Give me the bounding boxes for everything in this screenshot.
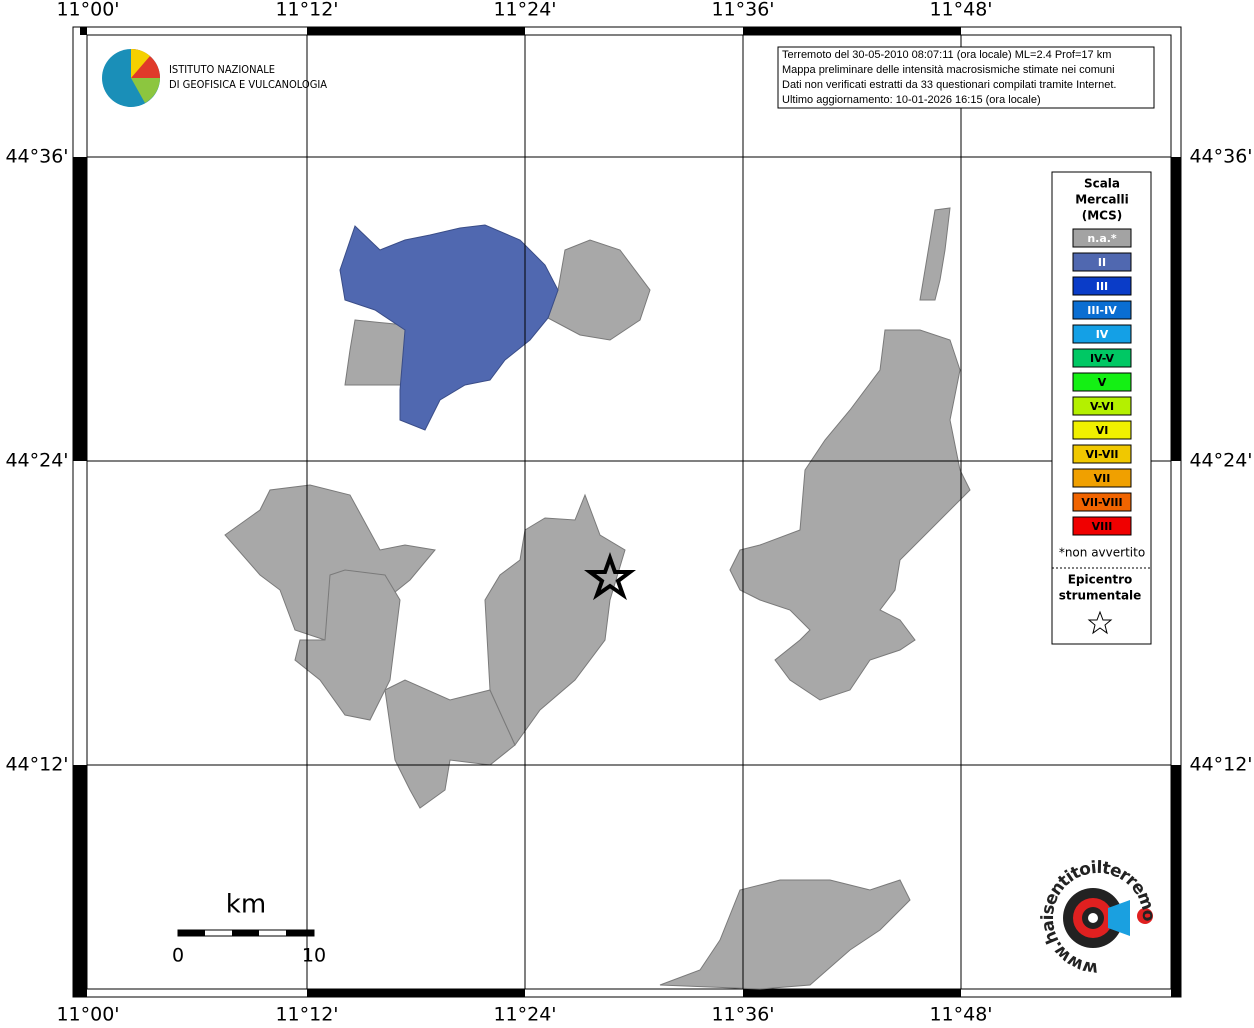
municipality bbox=[344, 319, 406, 386]
institute-name: ISTITUTO NAZIONALE bbox=[169, 63, 275, 76]
scale-unit: km bbox=[226, 890, 266, 920]
legend-label: II bbox=[1098, 256, 1106, 269]
lon-label: 11°12' bbox=[275, 1004, 338, 1025]
legend-title: Scala bbox=[1084, 177, 1120, 191]
legend-label: IV bbox=[1096, 328, 1109, 341]
institute-name: DI GEOFISICA E VULCANOLOGIA bbox=[169, 78, 327, 91]
municipality-intensity-ii bbox=[339, 224, 559, 431]
municipality bbox=[294, 569, 401, 721]
legend-epicenter: Epicentro bbox=[1068, 573, 1133, 587]
legend-swatch bbox=[1072, 348, 1132, 368]
legend-label: n.a.* bbox=[1087, 232, 1117, 245]
legend: ScalaMercalli(MCS)n.a.*IIIIIIII-IVIVIV-V… bbox=[1059, 177, 1145, 603]
municipality bbox=[547, 239, 651, 341]
lat-label: 44°24' bbox=[5, 450, 68, 472]
lat-label: 44°24' bbox=[1189, 450, 1252, 472]
legend-swatch bbox=[1072, 228, 1132, 248]
graticule: 11°00' 11°00' 11°12' 11°12' 11°24' 11°24' 11°3… bbox=[5, 0, 1252, 1026]
institute-logo: ISTITUTO NAZIONALE DI GEOFISICA E VULCAN… bbox=[102, 48, 327, 107]
lat-label: 44°12' bbox=[1189, 754, 1252, 776]
legend-swatch bbox=[1072, 516, 1132, 536]
scale-tick-label: 10 bbox=[302, 945, 326, 967]
lat-label: 44°36' bbox=[5, 146, 68, 168]
info-line: Mappa preliminare delle intensità macros… bbox=[782, 64, 1115, 76]
legend-label: III bbox=[1096, 280, 1108, 293]
legend-label: IV-V bbox=[1090, 352, 1115, 365]
scale-tick-label: 0 bbox=[172, 945, 184, 967]
legend-swatch bbox=[1072, 444, 1132, 464]
lon-label: 11°00' bbox=[56, 0, 119, 21]
info-box bbox=[777, 46, 1155, 109]
legend-swatch bbox=[1072, 276, 1132, 296]
legend-label: VII-VIII bbox=[1081, 496, 1122, 509]
legend-epicenter: strumentale bbox=[1059, 589, 1142, 603]
legend-swatch bbox=[1072, 396, 1132, 416]
frame bbox=[72, 26, 1182, 998]
legend-label: VI-VII bbox=[1085, 448, 1118, 461]
municipality bbox=[659, 879, 911, 990]
lon-label: 11°00' bbox=[56, 1004, 119, 1025]
lon-label: 11°36' bbox=[711, 1004, 774, 1025]
scale-bar: km 0 10 bbox=[172, 890, 326, 967]
legend-label: VII bbox=[1094, 472, 1111, 485]
legend-swatch bbox=[1072, 300, 1132, 320]
info-line: Ultimo aggiornamento: 10-01-2026 16:15 (… bbox=[782, 94, 1041, 106]
legend-label: VIII bbox=[1092, 520, 1113, 533]
lon-label: 11°24' bbox=[493, 0, 556, 21]
info-line: Terremoto del 30-05-2010 08:07:11 (ora l… bbox=[782, 49, 1111, 61]
municipality bbox=[919, 207, 951, 301]
info-line: Dati non verificati estratti da 33 quest… bbox=[782, 79, 1116, 91]
legend-note: *non avvertito bbox=[1059, 546, 1145, 560]
legend-swatch bbox=[1072, 492, 1132, 512]
legend-swatch bbox=[1072, 372, 1132, 392]
lat-label: 44°36' bbox=[1189, 146, 1252, 168]
legend-label: VI bbox=[1096, 424, 1109, 437]
legend-swatch bbox=[1072, 252, 1132, 272]
legend-swatch bbox=[1072, 468, 1132, 488]
lat-label: 44°12' bbox=[5, 754, 68, 776]
epicenter-star bbox=[584, 552, 636, 601]
lon-label: 11°36' bbox=[711, 0, 774, 21]
legend-title: (MCS) bbox=[1082, 209, 1123, 223]
legend-label: V-VI bbox=[1090, 400, 1114, 413]
lon-label: 11°24' bbox=[493, 1004, 556, 1025]
municipality bbox=[224, 484, 436, 651]
legend-label: V bbox=[1098, 376, 1107, 389]
municipality bbox=[384, 679, 516, 809]
legend-swatch bbox=[1072, 324, 1132, 344]
frame-bars bbox=[73, 27, 1181, 997]
legend-label: III-IV bbox=[1087, 304, 1117, 317]
inner-frame bbox=[86, 34, 1172, 990]
municipality bbox=[729, 329, 971, 701]
legend-title: Mercalli bbox=[1075, 193, 1129, 207]
legend-star bbox=[1087, 610, 1113, 635]
municipality bbox=[484, 493, 626, 746]
legend-swatch bbox=[1072, 420, 1132, 440]
lon-label: 11°48' bbox=[929, 1004, 992, 1025]
lon-label: 11°12' bbox=[275, 0, 338, 21]
municipalities bbox=[224, 207, 971, 990]
lon-label: 11°48' bbox=[929, 0, 992, 21]
info-text: Terremoto del 30-05-2010 08:07:11 (ora l… bbox=[782, 49, 1116, 106]
